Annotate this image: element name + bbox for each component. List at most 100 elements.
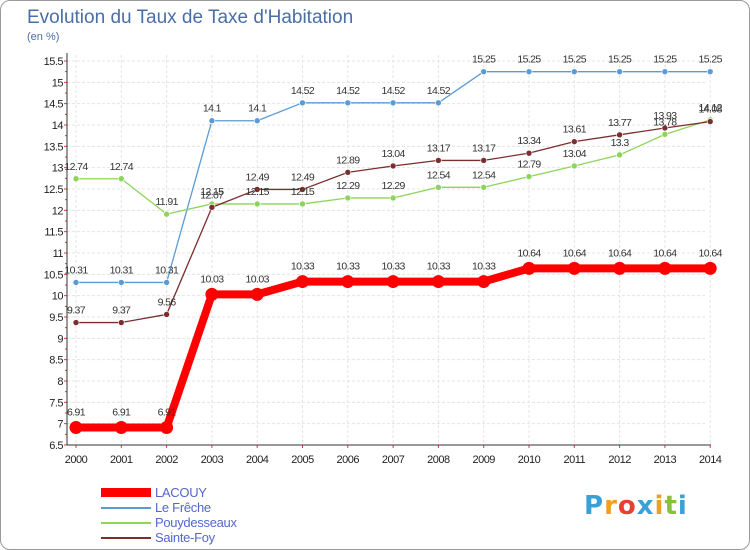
data-point xyxy=(341,275,355,289)
y-tick-label: 14 xyxy=(52,120,64,132)
y-tick-label: 9.5 xyxy=(49,312,63,324)
data-point xyxy=(616,68,623,75)
data-label: 13.93 xyxy=(653,110,677,122)
x-tick-label: 2007 xyxy=(382,454,405,466)
data-point xyxy=(616,131,623,139)
x-tick-label: 2002 xyxy=(155,454,178,466)
data-label: 12.29 xyxy=(381,180,405,192)
data-point xyxy=(613,261,627,275)
data-point xyxy=(389,194,397,202)
data-label: 10.64 xyxy=(563,247,587,259)
data-label: 12.15 xyxy=(291,186,315,198)
data-point xyxy=(299,186,306,193)
y-tick-label: 8.5 xyxy=(49,355,63,367)
logo-letter: t xyxy=(664,491,678,521)
data-label: 12.15 xyxy=(200,186,224,198)
data-label: 10.33 xyxy=(472,261,496,273)
data-label: 10.64 xyxy=(653,247,677,259)
data-label: 13.17 xyxy=(472,142,496,154)
data-point xyxy=(706,118,714,125)
data-label: 14.52 xyxy=(381,85,405,97)
data-point xyxy=(435,183,442,191)
data-label: 10.64 xyxy=(517,247,541,259)
y-tick-label: 12 xyxy=(52,205,64,217)
data-point xyxy=(706,68,714,75)
legend-swatch xyxy=(101,537,151,539)
data-point xyxy=(160,421,174,435)
data-point xyxy=(114,421,128,435)
data-point xyxy=(69,421,83,435)
legend-label: Pouydesseaux xyxy=(155,515,237,530)
data-label: 10.03 xyxy=(200,273,224,285)
y-tick-label: 10.5 xyxy=(44,269,64,281)
data-point xyxy=(389,162,397,170)
data-point xyxy=(431,275,445,289)
x-tick-label: 2004 xyxy=(246,454,269,466)
data-point xyxy=(480,183,488,191)
data-label: 10.64 xyxy=(699,247,723,259)
x-tick-label: 2011 xyxy=(563,454,585,466)
data-point xyxy=(72,319,80,326)
data-point xyxy=(344,169,352,176)
legend-swatch xyxy=(101,507,151,509)
data-label: 14.52 xyxy=(427,85,451,97)
x-tick-label: 2010 xyxy=(518,454,541,466)
y-tick-label: 9 xyxy=(57,333,63,345)
legend-label: Le Frêche xyxy=(155,500,211,515)
data-label: 12.79 xyxy=(517,159,541,171)
data-label: 13.04 xyxy=(563,148,587,160)
data-label: 13.3 xyxy=(611,137,630,149)
data-label: 10.31 xyxy=(155,264,179,276)
data-point xyxy=(208,117,216,125)
data-label: 12.15 xyxy=(246,186,270,198)
x-tick-label: 2014 xyxy=(699,454,722,466)
legend-swatch xyxy=(101,522,151,524)
data-point xyxy=(72,175,80,183)
data-label: 12.74 xyxy=(64,161,88,173)
data-point xyxy=(344,194,352,202)
data-point xyxy=(435,157,442,164)
data-point xyxy=(661,124,669,132)
data-label: 14.08 xyxy=(699,104,723,116)
data-label: 10.33 xyxy=(291,261,315,273)
y-tick-label: 7 xyxy=(57,419,63,431)
y-tick-label: 12.5 xyxy=(44,184,64,196)
data-point xyxy=(299,200,306,208)
data-label: 13.78 xyxy=(653,116,677,128)
data-label: 13.04 xyxy=(381,148,405,160)
y-tick-label: 7.5 xyxy=(49,397,63,409)
data-point xyxy=(344,99,352,107)
data-label: 9.37 xyxy=(112,305,131,317)
y-tick-label: 10 xyxy=(52,291,64,303)
data-label: 15.25 xyxy=(563,54,587,66)
data-point xyxy=(205,287,219,301)
data-label: 13.77 xyxy=(608,117,632,129)
x-tick-label: 2005 xyxy=(291,454,314,466)
data-label: 14.52 xyxy=(291,85,315,97)
data-label: 10.33 xyxy=(381,261,405,273)
data-point xyxy=(253,186,261,193)
data-point xyxy=(703,261,717,275)
data-point xyxy=(299,99,306,107)
x-tick-label: 2012 xyxy=(608,454,631,466)
data-point xyxy=(658,261,672,275)
data-point xyxy=(480,157,488,164)
data-label: 15.25 xyxy=(699,54,723,66)
legend-label: Sainte-Foy xyxy=(155,530,215,545)
data-label: 12.07 xyxy=(200,189,224,201)
data-point xyxy=(253,200,261,208)
data-label: 14.1 xyxy=(248,103,267,115)
data-point xyxy=(118,319,125,326)
data-label: 10.33 xyxy=(427,261,451,273)
data-point xyxy=(296,275,309,289)
logo-letter: P xyxy=(584,491,605,521)
data-label: 14.1 xyxy=(203,103,222,115)
data-point xyxy=(480,68,488,75)
plot-area xyxy=(67,55,707,445)
y-tick-label: 6.5 xyxy=(49,440,63,452)
data-point xyxy=(567,261,581,275)
data-point xyxy=(72,279,80,286)
logo-letter: x xyxy=(636,491,655,521)
